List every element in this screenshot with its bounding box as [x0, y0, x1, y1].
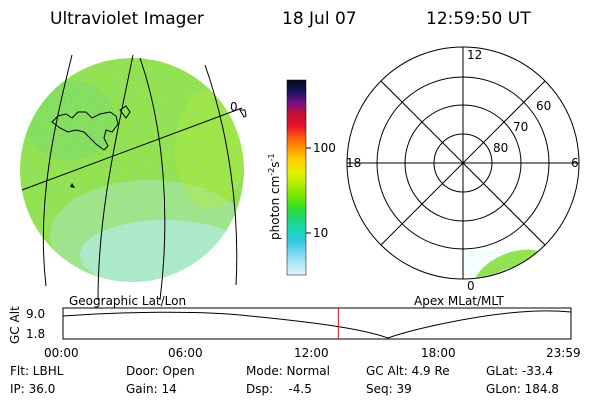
time-tick-label: 23:59 — [546, 346, 581, 360]
geographic-panel-label: Geographic Lat/Lon — [69, 294, 186, 308]
integration-period-value: IP: 36.0 — [10, 382, 55, 396]
mlt-axis — [380, 80, 546, 246]
mlt-label-0: 0 — [467, 279, 475, 293]
colorbar-scale — [286, 79, 307, 276]
coastline-outline — [51, 111, 119, 151]
dsp-value: Dsp: -4.5 — [246, 382, 312, 396]
filter-value: Flt: LBHL — [10, 364, 64, 378]
polar-panel-label: Apex MLat/MLT — [414, 294, 504, 308]
mode-status: Mode: Normal — [246, 364, 330, 378]
mlat-label-70: 70 — [513, 120, 528, 134]
polar-mlat-mlt-panel: 12 18 6 0 60 70 80 — [346, 46, 580, 293]
longitude-label: 0 — [230, 100, 238, 114]
meridian-line — [42, 54, 73, 287]
meridian-line — [139, 57, 166, 301]
geographic-image-panel: 0 — [20, 54, 247, 301]
observation-time: 12:59:50 UT — [426, 9, 531, 29]
instrument-title: Ultraviolet Imager — [50, 9, 204, 29]
altitude-ytick-label: 1.8 — [26, 327, 45, 341]
time-tick-label: 06:00 — [168, 346, 203, 360]
mlat-label-80: 80 — [493, 141, 508, 155]
observation-date: 18 Jul 07 — [282, 9, 357, 29]
colorbar-tick-label: 10 — [313, 226, 328, 240]
time-tick-label: 00:00 — [44, 346, 79, 360]
sequence-value: Seq: 39 — [366, 382, 412, 396]
colorbar: 100 10 photon cm-2s-1 — [267, 79, 336, 276]
coastline-outline — [119, 105, 131, 119]
altitude-timeline-plot: 9.0 1.8 GC Alt 00:00 06:00 12:00 18:00 2… — [8, 306, 581, 360]
mlt-label-6: 6 — [571, 156, 579, 170]
latitude-line — [21, 107, 243, 191]
mlt-label-12: 12 — [467, 48, 482, 62]
meridian-line — [204, 64, 238, 286]
mlt-label-18: 18 — [346, 156, 361, 170]
geographic-latitude-value: GLat: -33.4 — [486, 364, 553, 378]
time-tick-label: 18:00 — [421, 346, 456, 360]
sun-marker — [239, 109, 247, 118]
colorbar-tick-label: 100 — [313, 141, 336, 155]
altitude-curve — [62, 310, 572, 339]
gain-value: Gain: 14 — [126, 382, 177, 396]
mlat-label-60: 60 — [536, 99, 551, 113]
meridian-line — [97, 54, 134, 301]
geographic-longitude-value: GLon: 184.8 — [486, 382, 559, 396]
altitude-axis-label: GC Alt — [8, 306, 22, 344]
altitude-ytick-label: 9.0 — [26, 307, 45, 321]
gc-altitude-value: GC Alt: 4.9 Re — [366, 364, 450, 378]
colorbar-unit-label: photon cm-2s-1 — [267, 153, 282, 240]
status-info-block: Flt: LBHL Door: Open Mode: Normal GC Alt… — [10, 364, 559, 396]
coastline-mark — [70, 183, 75, 188]
door-status: Door: Open — [126, 364, 195, 378]
time-tick-label: 12:00 — [294, 346, 329, 360]
